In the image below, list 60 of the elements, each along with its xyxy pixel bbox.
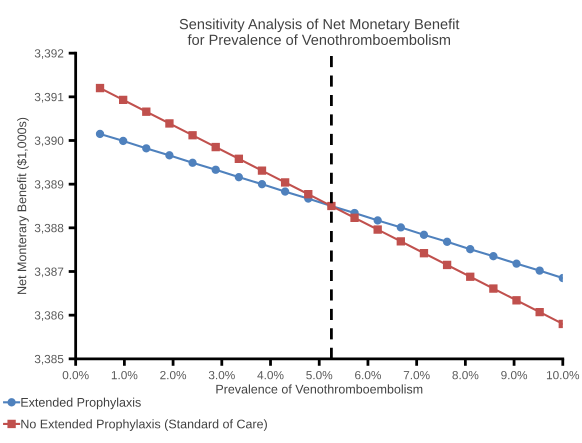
point	[374, 216, 382, 225]
x-tick-label: 6.0%	[355, 370, 381, 380]
point	[212, 142, 220, 152]
point	[188, 158, 197, 167]
x-tick-label: 0.0%	[62, 370, 89, 380]
point	[96, 84, 104, 92]
x-tick-label: 5.0%	[306, 370, 332, 380]
y-tick-label: 3,388	[34, 224, 64, 234]
legend-label: Extended Prophylaxis	[21, 398, 141, 410]
point	[258, 180, 266, 188]
x-tick-label: 10.0%	[546, 370, 580, 380]
point	[280, 187, 290, 196]
legend-label: No Extended Prophylaxis (Standard of Care)	[21, 419, 267, 431]
point	[466, 245, 474, 254]
point	[420, 230, 428, 239]
point	[512, 296, 521, 304]
point	[420, 248, 428, 258]
point	[118, 96, 128, 104]
point	[118, 136, 128, 146]
point	[258, 166, 266, 175]
point	[489, 252, 498, 260]
y-tick-label: 3,387	[34, 268, 64, 278]
point	[142, 108, 150, 116]
point	[442, 238, 452, 246]
point	[165, 119, 174, 128]
x-tick-label: 2.0%	[160, 370, 186, 380]
point	[535, 308, 544, 316]
point	[234, 173, 244, 182]
point	[442, 260, 452, 270]
point	[142, 144, 150, 153]
point	[466, 272, 474, 281]
x-tick-label: 4.0%	[257, 370, 284, 380]
y-tick-label: 3,390	[34, 136, 64, 146]
point	[212, 166, 220, 174]
point	[512, 259, 521, 268]
x-tick-label: 7.0%	[404, 370, 430, 380]
x-tick-label: 8.0%	[452, 370, 478, 380]
point	[350, 214, 359, 222]
point	[234, 154, 244, 163]
y-tick-label: 3,385	[34, 354, 64, 365]
y-tick-label: 3,386	[34, 311, 64, 321]
x-axis-title: Prevalence of Venothromboembolism	[216, 384, 422, 394]
x-tick-label: 3.0%	[208, 370, 235, 380]
y-tick-label: 3,391	[34, 92, 64, 103]
point	[396, 223, 405, 232]
y-tick-label: 3,392	[34, 49, 64, 59]
point	[535, 266, 544, 275]
point	[396, 237, 405, 246]
point	[374, 225, 382, 234]
point	[165, 151, 174, 160]
point	[489, 284, 498, 293]
point	[280, 178, 290, 187]
point	[96, 130, 104, 138]
y-tick-label: 3,389	[34, 180, 64, 190]
point	[304, 190, 312, 198]
chart-title: Sensitivity Analysis of Net Monetary Benefit for Prevalence of Venothromboembolism	[180, 18, 460, 45]
x-tick-label: 1.0%	[112, 370, 138, 380]
x-tick-label: 9.0%	[501, 370, 528, 380]
y-axis-title: Net Monterary Benefit ($1,000s)	[16, 118, 29, 294]
point	[188, 131, 197, 140]
